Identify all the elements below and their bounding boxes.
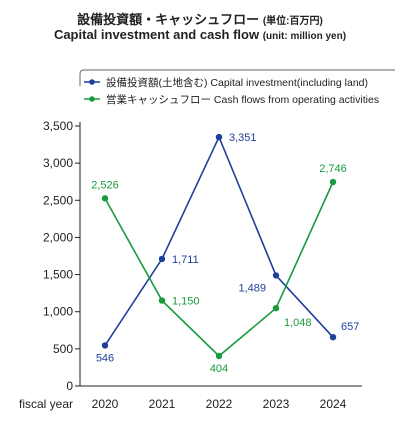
data-label: 404: [210, 363, 228, 375]
series-line-0: [104, 135, 334, 346]
chart-title-jp-text: 設備投資額・キャッシュフロー: [77, 12, 260, 27]
series-line-1: [104, 181, 334, 358]
data-label: 1,489: [238, 282, 266, 294]
data-point: [101, 195, 109, 202]
x-axis-title: fiscal year: [19, 397, 73, 411]
data-label: 657: [341, 321, 359, 333]
data-point: [329, 178, 337, 186]
series-layer: 546 1,711 3,351 1,489 657 2,526 1,150 404 1,048 2…: [91, 132, 359, 375]
data-label: 546: [96, 352, 114, 364]
x-tick-label: 2020: [92, 397, 119, 411]
x-tick-label: 2024: [320, 397, 347, 411]
data-label: 2,526: [91, 179, 119, 191]
legend-label-0: 設備投資額(土地含む) Capital investment(including…: [106, 76, 368, 89]
chart-title-jp: 設備投資額・キャッシュフロー (単位:百万円): [0, 9, 400, 28]
chart-title-en-text: Capital investment and cash flow: [53, 27, 260, 42]
y-tick-label: 2,000: [43, 230, 73, 244]
data-point: [158, 297, 166, 304]
chart-title-en: Capital investment and cash flow (unit: …: [0, 27, 400, 42]
chart-unit-en: (unit: million yen): [262, 31, 347, 42]
y-tick-label: 500: [53, 342, 73, 356]
data-label: 1,048: [284, 317, 312, 329]
chart-unit-jp: (単位:百万円): [262, 16, 323, 27]
y-tick-label: 0: [66, 379, 73, 393]
x-tick-label: 2021: [149, 397, 176, 411]
legend-marker-1: [89, 96, 95, 102]
data-point: [272, 272, 280, 279]
data-point: [272, 304, 280, 312]
y-tick-label: 1,500: [43, 268, 73, 282]
data-point: [329, 333, 337, 341]
y-tick-label: 1,000: [43, 305, 73, 319]
data-point: [215, 133, 223, 141]
legend-label-1: 営業キャッシュフロー Cash flows from operating act…: [106, 93, 379, 106]
x-tick-label: 2023: [263, 397, 290, 411]
data-label: 1,711: [172, 254, 199, 266]
y-tick-label: 3,500: [43, 119, 73, 133]
legend-marker-0: [89, 79, 95, 85]
axes: 0 500 1,000 1,500 2,000 2,500 3,000 3,500 fiscal…: [19, 119, 362, 411]
data-label: 3,351: [229, 132, 257, 144]
legend: 設備投資額(土地含む) Capital investment(including…: [79, 69, 395, 106]
data-label: 1,150: [172, 296, 200, 308]
data-point: [101, 342, 109, 349]
legend-frame: [79, 69, 395, 86]
x-tick-label: 2022: [206, 397, 233, 411]
y-tick-label: 2,500: [43, 193, 73, 207]
data-label: 2,746: [319, 163, 347, 175]
y-tick-label: 3,000: [43, 156, 73, 170]
data-point: [215, 352, 223, 360]
data-point: [158, 255, 166, 263]
